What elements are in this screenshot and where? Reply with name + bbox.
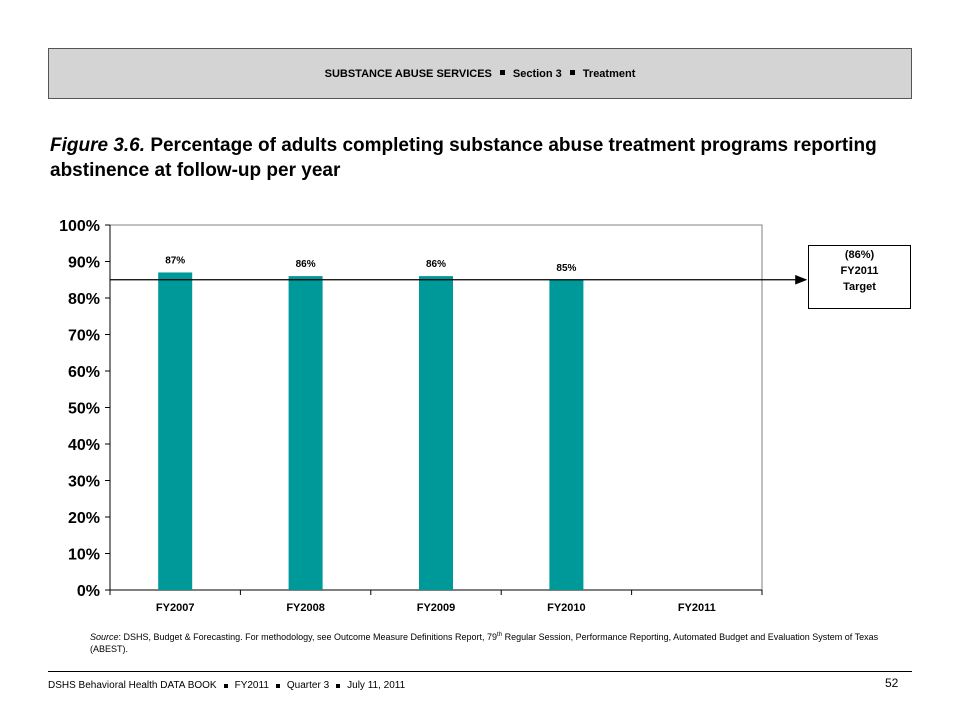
x-tick-label: FY2007 [156, 602, 195, 614]
footer-fiscal-year: FY2011 [234, 680, 269, 691]
bar-fy2010 [549, 279, 584, 590]
source-superscript: th [497, 632, 503, 638]
y-tick-label: 10% [68, 547, 100, 564]
bar-fy2008 [288, 276, 323, 590]
data-label: 86% [296, 259, 316, 270]
bar-fy2007 [158, 272, 193, 590]
y-tick-label: 70% [68, 328, 100, 345]
y-tick-label: 20% [68, 510, 100, 527]
x-tick-label: FY2009 [417, 602, 456, 614]
y-tick-label: 90% [68, 255, 100, 272]
bullet-icon [275, 683, 280, 688]
data-label: 86% [426, 259, 446, 270]
x-tick-label: FY2010 [547, 602, 586, 614]
footer-publication: DSHS Behavioral Health DATA BOOK [48, 680, 217, 691]
bullet-icon [336, 683, 341, 688]
header-section-name: SUBSTANCE ABUSE SERVICES [324, 67, 492, 80]
target-value: (86%) [844, 249, 875, 261]
bullet-icon [499, 70, 505, 75]
bar-fy2009 [419, 276, 453, 590]
source-text: : DSHS, Budget & Forecasting. For method… [118, 632, 498, 642]
y-tick-label: 40% [68, 437, 100, 454]
data-label: 85% [556, 263, 576, 274]
figure-title-text: Percentage of adults completing substanc… [50, 135, 877, 181]
figure-title: Figure 3.6. Percentage of adults complet… [50, 133, 910, 183]
x-tick-label: FY2008 [286, 602, 325, 614]
x-tick-label: FY2011 [678, 602, 716, 614]
y-tick-label: 0% [77, 583, 100, 600]
y-tick-label: 30% [68, 474, 100, 491]
y-tick-label: 80% [68, 291, 100, 308]
footer-quarter: Quarter 3 [286, 680, 330, 691]
source-label: Source [90, 632, 119, 642]
y-tick-label: 50% [68, 401, 100, 418]
target-callout: (86%) FY2011 Target [808, 245, 911, 309]
target-label: Target [843, 281, 876, 293]
target-year: FY2011 [840, 265, 879, 277]
y-tick-label: 100% [59, 218, 100, 235]
header-topic: Treatment [582, 67, 636, 80]
source-text-continued: Regular Session, Performance Reporting, … [90, 632, 879, 654]
bullet-icon [569, 70, 575, 75]
section-header: SUBSTANCE ABUSE SERVICES Section 3 Treat… [48, 48, 912, 99]
header-section-number: Section 3 [512, 67, 562, 80]
page-number: 52 [885, 676, 899, 690]
source-note: Source: DSHS, Budget & Forecasting. For … [90, 629, 890, 655]
bullet-icon [223, 683, 228, 688]
footer-date: July 11, 2011 [347, 680, 406, 691]
footer-divider [48, 671, 912, 672]
figure-number: Figure 3.6. [50, 135, 146, 156]
y-tick-label: 60% [68, 364, 100, 381]
data-label: 87% [165, 255, 185, 266]
footer: DSHS Behavioral Health DATA BOOK FY2011 … [48, 680, 405, 691]
